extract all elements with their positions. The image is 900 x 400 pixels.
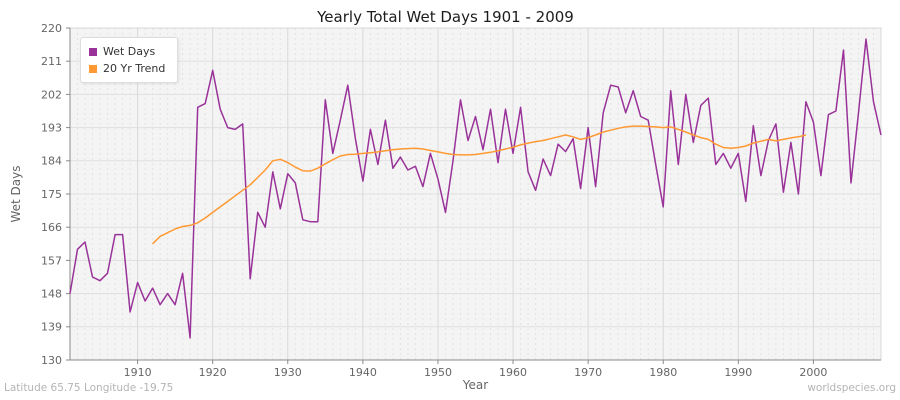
svg-text:1950: 1950 <box>424 366 452 379</box>
svg-text:220: 220 <box>41 22 62 35</box>
svg-text:1920: 1920 <box>199 366 227 379</box>
legend-label-wet-days: Wet Days <box>103 45 156 58</box>
svg-text:1930: 1930 <box>274 366 302 379</box>
y-axis-title: Wet Days <box>9 165 23 223</box>
svg-text:1980: 1980 <box>649 366 677 379</box>
wet-days-swatch-icon <box>89 47 97 56</box>
svg-text:157: 157 <box>41 254 62 267</box>
svg-text:166: 166 <box>41 221 62 234</box>
svg-text:193: 193 <box>41 121 62 134</box>
legend: Wet Days 20 Yr Trend <box>80 37 179 83</box>
major-vertical-gridlines <box>137 28 814 360</box>
svg-text:2000: 2000 <box>799 366 827 379</box>
svg-text:148: 148 <box>41 287 62 300</box>
svg-text:184: 184 <box>41 155 62 168</box>
svg-text:1970: 1970 <box>574 366 602 379</box>
svg-text:139: 139 <box>41 321 62 334</box>
location-text: Latitude 65.75 Longitude -19.75 <box>4 382 174 394</box>
legend-item-trend: 20 Yr Trend <box>89 60 165 77</box>
chart-title: Yearly Total Wet Days 1901 - 2009 <box>317 8 574 26</box>
legend-label-trend: 20 Yr Trend <box>103 62 166 75</box>
svg-text:202: 202 <box>41 88 62 101</box>
legend-item-wet-days: Wet Days <box>89 43 165 60</box>
y-axis-ticks: 130 139 148 157 166 175 184 193 202 211 220 <box>41 22 70 367</box>
svg-text:1960: 1960 <box>499 366 527 379</box>
svg-text:1940: 1940 <box>349 366 377 379</box>
series-line-1 <box>152 125 807 245</box>
svg-text:130: 130 <box>41 354 62 367</box>
svg-text:1990: 1990 <box>724 366 752 379</box>
watermark-text: worldspecies.org <box>807 382 896 394</box>
svg-text:1910: 1910 <box>124 366 152 379</box>
svg-text:175: 175 <box>41 188 62 201</box>
svg-text:211: 211 <box>41 55 62 68</box>
x-axis-title: Year <box>462 378 489 392</box>
trend-swatch-icon <box>89 64 97 73</box>
series-line-0 <box>69 38 882 339</box>
x-axis-ticks: 1910 1920 1930 1940 1950 1960 1970 1980 1990 2000 <box>124 360 827 379</box>
